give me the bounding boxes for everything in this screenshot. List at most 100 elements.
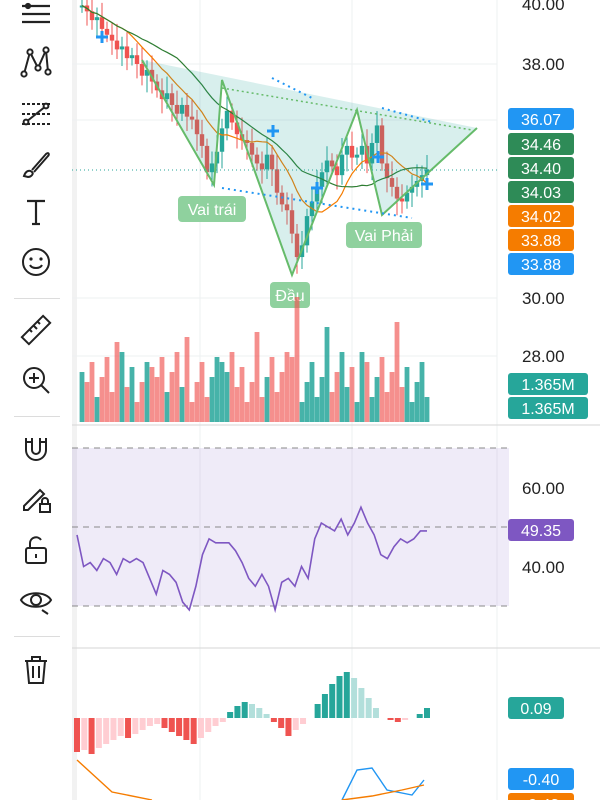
candle (114, 40, 120, 50)
candle (129, 55, 135, 59)
volume-bar (144, 362, 150, 422)
pattern-label-bg (346, 222, 422, 248)
brush-icon[interactable] (10, 142, 62, 186)
macd-histogram-bar (205, 718, 212, 732)
trash-icon[interactable] (10, 648, 62, 692)
macd-histogram-bar (358, 688, 365, 718)
macd-histogram-bar (329, 684, 336, 718)
candle (324, 160, 330, 173)
candle (399, 198, 405, 202)
volume-bar (409, 402, 415, 422)
macd-histogram-bar (234, 706, 241, 718)
macd-histogram-bar (139, 718, 146, 730)
rsi-tag-text: 49.35 (521, 523, 561, 540)
candle (224, 110, 230, 129)
volume-bar (154, 377, 160, 422)
price-tag-text: 33.88 (521, 233, 561, 250)
lock-drawing-icon[interactable] (10, 476, 62, 520)
volume-bar (264, 377, 270, 422)
candle (209, 163, 215, 173)
unlock-icon[interactable] (10, 528, 62, 572)
volume-bar (99, 377, 105, 422)
price-tag: 33.88 (508, 229, 574, 251)
candle (229, 110, 235, 123)
macd-histogram-bar (154, 718, 161, 724)
volume-bar (304, 382, 310, 422)
execution-marker (96, 31, 108, 43)
candle (79, 5, 85, 8)
fib-retracement-icon[interactable] (10, 92, 62, 136)
candle (359, 145, 365, 155)
head-shoulders-fill (142, 60, 477, 275)
volume-bar (389, 372, 395, 422)
candle (374, 125, 380, 143)
ruler-icon[interactable] (10, 308, 62, 352)
volume-bar (369, 397, 375, 422)
macd-tag-bg (508, 768, 574, 790)
candle (334, 166, 340, 176)
volume-bar (134, 402, 140, 422)
volume-bar (149, 367, 155, 422)
candle (289, 210, 295, 234)
macd-histogram-bar (132, 718, 139, 734)
macd-histogram-bar (256, 708, 263, 718)
volume-bar (94, 397, 100, 422)
emoji-icon[interactable] (10, 240, 62, 284)
volume-bar (214, 357, 220, 422)
magnet-icon[interactable] (10, 426, 62, 470)
volume-bar (234, 387, 240, 422)
menu-icon[interactable] (10, 0, 62, 38)
chart-canvas[interactable]: Vai trái Đầu Vai Phải 40.00 38.00 30.00 28.00… (72, 0, 600, 800)
macd-histogram-bar (402, 718, 409, 720)
candle (119, 46, 125, 50)
eye-icon[interactable] (10, 578, 62, 622)
macd-value-tag: -0.40 (508, 768, 574, 790)
execution-marker (311, 182, 323, 194)
macd-histogram-bar (110, 718, 117, 740)
volume-bar (169, 372, 175, 422)
volume-bar (399, 387, 405, 422)
price-axis: 40.00 38.00 30.00 28.00 60.00 40.00 (522, 0, 565, 577)
volume-bar (324, 327, 330, 422)
macd-histogram-bar (351, 678, 358, 718)
price-tag-bg (508, 133, 574, 155)
grid (72, 0, 600, 800)
macd-histogram-bar (190, 718, 197, 744)
volume-bar (229, 352, 235, 422)
volume-bar (184, 337, 190, 422)
macd-histogram-bar (314, 704, 321, 718)
zoom-in-icon[interactable] (10, 358, 62, 402)
pattern-label: Vai trái (178, 196, 246, 222)
candle (89, 11, 95, 21)
text-tool-icon[interactable] (10, 190, 62, 234)
volume-bar (79, 372, 85, 422)
execution-marker (267, 125, 279, 137)
rsi-value-tag: 49.35 (508, 519, 574, 541)
pattern-label: Vai Phải (346, 222, 422, 248)
candle (254, 154, 260, 164)
macd-histogram-bar (292, 718, 299, 730)
macd-histogram-bar (219, 718, 226, 722)
price-pane: Vai trái Đầu Vai Phải (72, 0, 497, 422)
candle (99, 17, 105, 29)
pattern-xabcd-icon[interactable] (10, 40, 62, 84)
volume-bar (279, 372, 285, 422)
volume-bar (259, 397, 265, 422)
volume-bar (179, 387, 185, 422)
volume-bar (334, 372, 340, 422)
trendline-upper (381, 107, 433, 123)
macd-histogram-bar (387, 718, 394, 720)
toolbar-separator (14, 636, 60, 637)
macd-histogram-bar (161, 718, 168, 728)
volume-bar (219, 362, 225, 422)
rsi-pane (72, 447, 509, 614)
price-tick-label: 40.00 (522, 0, 565, 14)
macd-histogram-bar (300, 718, 307, 724)
candle (204, 145, 210, 173)
macd-signal-line (341, 784, 425, 800)
price-tag: 34.02 (508, 205, 574, 227)
macd-histogram-bar (270, 718, 277, 722)
candle (349, 145, 355, 158)
rsi-band (72, 448, 509, 606)
candle (144, 69, 150, 76)
